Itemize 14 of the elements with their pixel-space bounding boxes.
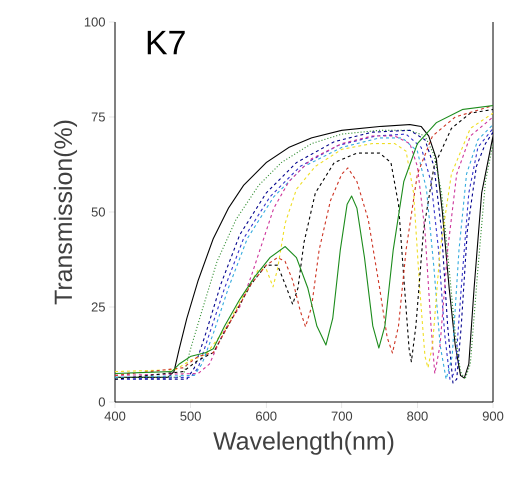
y-tick-label: 100 xyxy=(84,17,105,27)
y-tick-label: 75 xyxy=(92,112,105,122)
x-tick-label: 900 xyxy=(482,412,504,421)
y-tick-label: 0 xyxy=(98,397,105,407)
x-tick-label: 800 xyxy=(407,412,428,421)
y-tick-label: 50 xyxy=(92,207,105,217)
x-tick-label: 600 xyxy=(256,412,276,421)
x-tick-label: 500 xyxy=(180,412,201,421)
x-tick-label: 400 xyxy=(104,412,126,421)
x-tick-label: 700 xyxy=(332,412,352,421)
x-axis-title: Wavelength(nm) xyxy=(213,432,394,455)
y-tick-label: 25 xyxy=(92,302,105,312)
y-axis-title: Transmission(%) xyxy=(54,120,78,304)
chart-title: K7 xyxy=(148,30,185,54)
